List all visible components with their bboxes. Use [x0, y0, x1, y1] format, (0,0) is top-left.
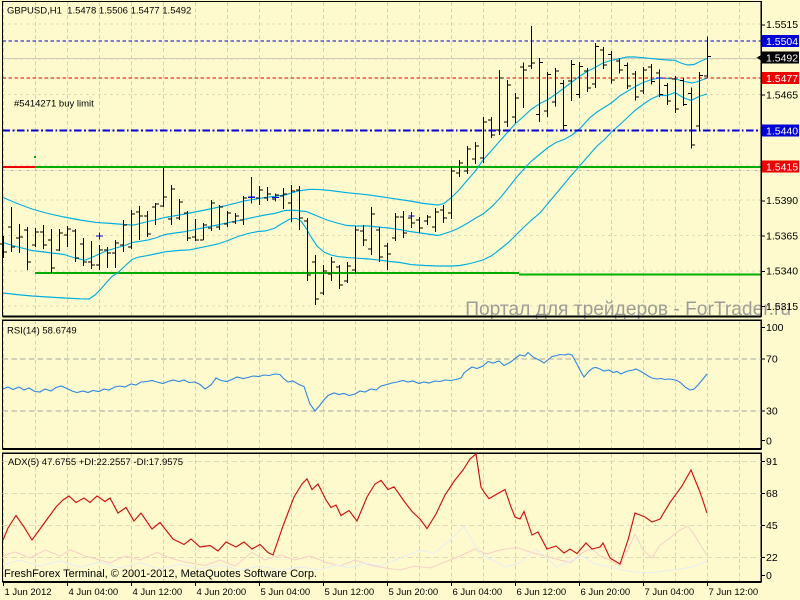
svg-text:1.5440: 1.5440 — [766, 125, 798, 137]
svg-text:0: 0 — [766, 570, 772, 582]
svg-text:RSI(14) 58.6749: RSI(14) 58.6749 — [7, 326, 77, 337]
svg-text:4 Jun 04:00: 4 Jun 04:00 — [69, 587, 119, 598]
svg-text:1.5465: 1.5465 — [766, 89, 798, 101]
svg-text:1.5504: 1.5504 — [766, 36, 798, 48]
svg-text:7 Jun 12:00: 7 Jun 12:00 — [709, 587, 759, 598]
svg-text:1.5365: 1.5365 — [766, 230, 798, 242]
svg-text:68: 68 — [766, 488, 778, 500]
svg-text:FreshForex Terminal, © 2001-20: FreshForex Terminal, © 2001-2012, MetaQu… — [4, 568, 317, 580]
svg-text:1.5477: 1.5477 — [766, 73, 798, 85]
svg-text:1 Jun 2012: 1 Jun 2012 — [5, 587, 52, 598]
svg-text:30: 30 — [766, 405, 778, 417]
svg-text:1.5492: 1.5492 — [766, 53, 798, 65]
svg-text:1.5390: 1.5390 — [766, 195, 798, 207]
svg-text:45: 45 — [766, 520, 778, 532]
svg-text:ADX(5) 47.6755 +DI:22.2557 -DI: ADX(5) 47.6755 +DI:22.2557 -DI:17.9575 — [8, 457, 183, 468]
svg-text:100: 100 — [766, 322, 784, 334]
svg-text:91: 91 — [766, 456, 778, 468]
svg-text:GBPUSD,H1 1.5478 1.5506 1.547: GBPUSD,H1 1.5478 1.5506 1.5477 1.5492 — [7, 6, 191, 17]
svg-text:6 Jun 04:00: 6 Jun 04:00 — [453, 587, 503, 598]
svg-text:5 Jun 20:00: 5 Jun 20:00 — [389, 587, 439, 598]
svg-text:0: 0 — [766, 435, 772, 447]
svg-text:Портал для трейдеров - ForTrad: Портал для трейдеров - ForTrader.ru — [465, 299, 791, 320]
svg-text:4 Jun 20:00: 4 Jun 20:00 — [197, 587, 247, 598]
svg-text:1.5515: 1.5515 — [766, 19, 798, 31]
svg-text:4 Jun 12:00: 4 Jun 12:00 — [133, 587, 183, 598]
svg-text:22: 22 — [766, 552, 778, 564]
svg-text:1.5415: 1.5415 — [766, 161, 798, 173]
svg-text:5 Jun 04:00: 5 Jun 04:00 — [261, 587, 311, 598]
svg-text:70: 70 — [766, 353, 778, 365]
svg-text:#5414271 buy limit: #5414271 buy limit — [14, 99, 94, 110]
svg-text:5 Jun 12:00: 5 Jun 12:00 — [325, 587, 375, 598]
svg-text:1.5315: 1.5315 — [766, 301, 798, 313]
svg-text:6 Jun 12:00: 6 Jun 12:00 — [517, 587, 567, 598]
svg-text:7 Jun 04:00: 7 Jun 04:00 — [645, 587, 695, 598]
svg-text:6 Jun 20:00: 6 Jun 20:00 — [581, 587, 631, 598]
svg-text:1.5340: 1.5340 — [766, 266, 798, 278]
